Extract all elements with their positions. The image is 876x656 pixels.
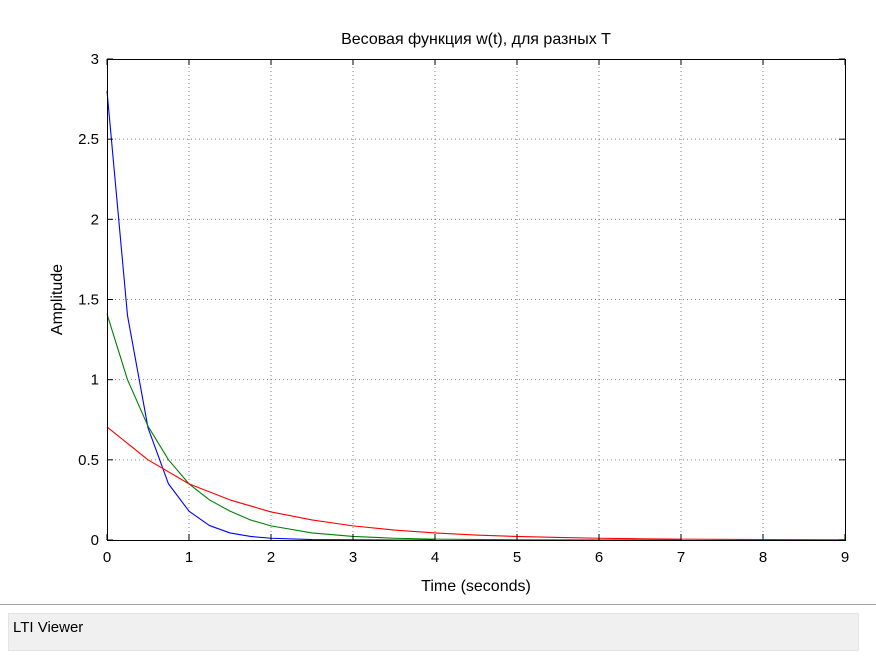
y-tick-label-3: 1.5 [78,292,99,309]
chart-title: Весовая функция w(t), для разных T [341,31,611,48]
x-tick-label-1: 1 [185,549,193,566]
series-line-1 [106,313,682,541]
y-tick-label-0: 0 [91,532,99,549]
axis-ticks: 0 1 2 3 4 5 6 7 8 9 0 0.5 1 1.5 2 2.5 3 [78,51,849,566]
x-tick-label-0: 0 [103,549,111,566]
series-line-2 [106,426,846,541]
x-tick-label-5: 5 [513,549,521,566]
y-tick-label-5: 2.5 [78,131,99,148]
y-axis-label: Amplitude [49,264,66,335]
x-tick-label-8: 8 [759,549,767,566]
chart-area: 0 1 2 3 4 5 6 7 8 9 0 0.5 1 1.5 2 2.5 3 Весовая функция … [49,31,849,595]
status-label: LTI Viewer [13,619,84,636]
x-tick-label-6: 6 [595,549,603,566]
x-tick-label-3: 3 [349,549,357,566]
x-tick-label-9: 9 [841,549,849,566]
status-bar: LTI Viewer [0,604,876,656]
y-tick-label-6: 3 [91,51,99,68]
x-tick-label-2: 2 [267,549,275,566]
x-tick-label-4: 4 [431,549,439,566]
x-axis-label: Time (seconds) [421,578,531,595]
y-tick-label-4: 2 [91,211,99,228]
line-chart: 0 1 2 3 4 5 6 7 8 9 0 0.5 1 1.5 2 2.5 3 Весовая функция … [49,31,849,595]
y-tick-label-1: 0.5 [78,452,99,469]
y-tick-label-2: 1 [91,372,99,389]
status-panel: LTI Viewer [8,613,859,651]
x-tick-label-7: 7 [677,549,685,566]
grid-lines [107,59,845,540]
